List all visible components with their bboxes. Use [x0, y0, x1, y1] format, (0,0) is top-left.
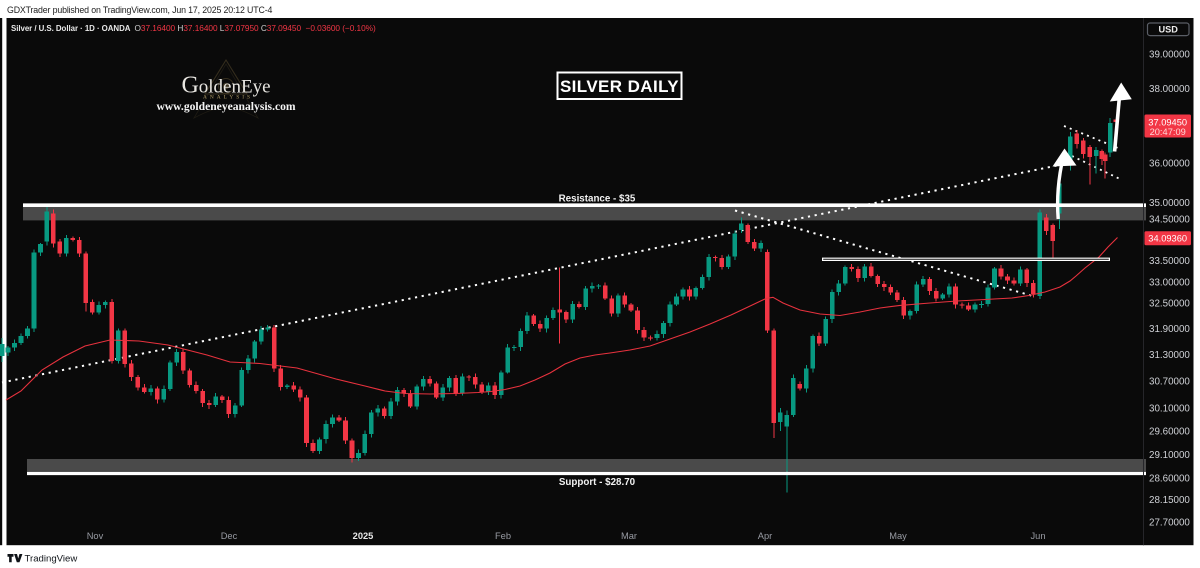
svg-text:38.00000: 38.00000: [1149, 84, 1190, 95]
svg-text:Resistance - $35: Resistance - $35: [559, 194, 636, 205]
svg-text:35.00000: 35.00000: [1149, 198, 1190, 209]
svg-text:Support - $28.70: Support - $28.70: [559, 477, 636, 488]
svg-text:37.09450: 37.09450: [1148, 117, 1187, 127]
svg-text:34.09360: 34.09360: [1148, 234, 1187, 244]
svg-text:O37.16400 H37.16400 L37.07950: O37.16400 H37.16400 L37.07950 C37.09450 …: [135, 23, 377, 33]
svg-text:27.70000: 27.70000: [1149, 517, 1190, 528]
svg-text:28.15000: 28.15000: [1149, 495, 1190, 506]
svg-text:39.00000: 39.00000: [1149, 49, 1190, 60]
svg-text:28.60000: 28.60000: [1149, 474, 1190, 485]
svg-text:ANALYSIS: ANALYSIS: [203, 95, 253, 101]
svg-text:Jun: Jun: [1031, 531, 1046, 541]
svg-text:TradingView: TradingView: [25, 553, 78, 564]
svg-text:Feb: Feb: [495, 531, 511, 541]
svg-text:www.goldeneyeanalysis.com: www.goldeneyeanalysis.com: [156, 100, 295, 113]
svg-text:Silver / U.S. Dollar · 1D · OA: Silver / U.S. Dollar · 1D · OANDA: [11, 24, 131, 33]
svg-text:GoldenEye: GoldenEye: [181, 73, 270, 99]
svg-text:GDXTrader published on Trading: GDXTrader published on TradingView.com, …: [7, 5, 272, 15]
svg-text:30.10000: 30.10000: [1149, 404, 1190, 415]
svg-text:29.60000: 29.60000: [1149, 426, 1190, 437]
svg-text:Mar: Mar: [621, 531, 637, 541]
svg-text:33.00000: 33.00000: [1149, 278, 1190, 289]
svg-text:2025: 2025: [353, 531, 374, 541]
svg-text:34.50000: 34.50000: [1149, 215, 1190, 226]
svg-text:20:47:09: 20:47:09: [1150, 127, 1186, 137]
svg-text:Nov: Nov: [87, 531, 104, 541]
svg-text:30.70000: 30.70000: [1149, 377, 1190, 388]
svg-text:SILVER DAILY: SILVER DAILY: [560, 77, 679, 96]
svg-text:Apr: Apr: [758, 531, 772, 541]
svg-text:31.30000: 31.30000: [1149, 350, 1190, 361]
svg-text:29.10000: 29.10000: [1149, 450, 1190, 461]
svg-text:31.90000: 31.90000: [1149, 324, 1190, 335]
svg-text:33.50000: 33.50000: [1149, 256, 1190, 267]
svg-text:USD: USD: [1158, 25, 1178, 35]
svg-text:Dec: Dec: [221, 531, 238, 541]
svg-text:May: May: [889, 531, 907, 541]
svg-text:32.50000: 32.50000: [1149, 299, 1190, 310]
svg-text:36.00000: 36.00000: [1149, 159, 1190, 170]
